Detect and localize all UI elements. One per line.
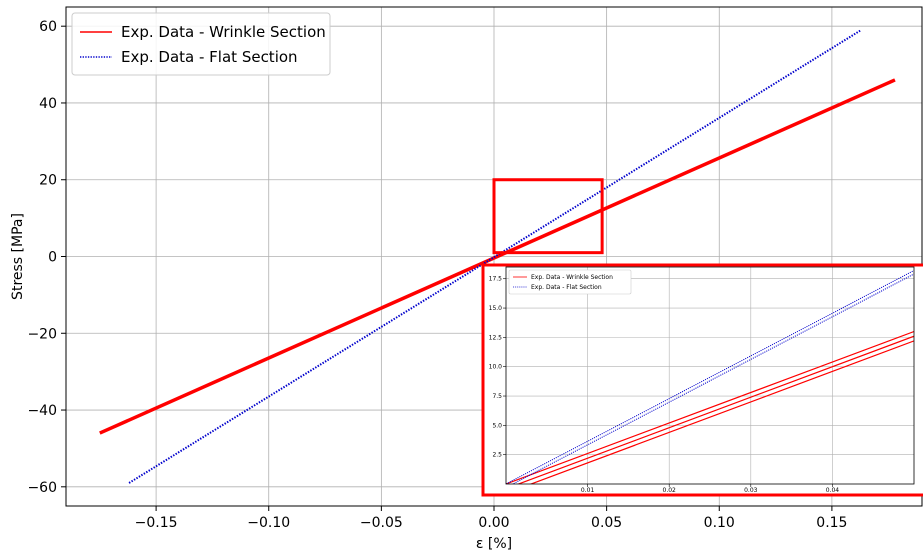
main-y-tick-label: 0 [48, 250, 57, 266]
inset-y-tick-label: 2.5 [492, 452, 502, 459]
legend-label-wrinkle: Exp. Data - Wrinkle Section [121, 23, 326, 41]
main-x-tick-label: 0.05 [591, 515, 622, 531]
inset-legend: Exp. Data - Wrinkle Section Exp. Data - … [509, 270, 631, 294]
main-x-tick-label: 0.10 [704, 515, 735, 531]
main-y-tick-label: 60 [39, 19, 57, 35]
inset-y-tick-label: 12.5 [489, 334, 503, 341]
main-x-tick-label: 0.15 [816, 515, 847, 531]
main-y-ticks: −60 −40 −20 0 20 40 60 [27, 19, 66, 496]
inset-x-tick-label: 0.01 [581, 487, 595, 494]
inset-x-tick-label: 0.03 [744, 487, 758, 494]
main-y-tick-label: −40 [27, 403, 57, 419]
inset-zoom-chart: 0.01 0.02 0.03 0.04 2.5 5.0 7.5 10.0 12.5 15.0 17… [483, 265, 923, 495]
inset-x-tick-label: 0.02 [663, 487, 677, 494]
inset-legend-label-flat: Exp. Data - Flat Section [531, 284, 602, 291]
inset-x-tick-label: 0.04 [826, 487, 840, 494]
main-x-tick-label: −0.10 [247, 515, 290, 531]
main-y-tick-label: −60 [27, 480, 57, 496]
main-x-tick-label: −0.15 [135, 515, 178, 531]
y-axis-label: Stress [MPa] [10, 213, 26, 300]
inset-y-tick-label: 7.5 [492, 393, 502, 400]
main-x-tick-label: 0.00 [478, 515, 509, 531]
main-x-tick-label: −0.05 [360, 515, 403, 531]
inset-y-tick-label: 15.0 [489, 305, 503, 312]
main-x-ticks: −0.15 −0.10 −0.05 0.00 0.05 0.10 0.15 [135, 506, 848, 531]
inset-legend-label-wrinkle: Exp. Data - Wrinkle Section [531, 274, 613, 281]
inset-y-tick-label: 10.0 [489, 364, 503, 371]
main-y-tick-label: −20 [27, 326, 57, 342]
main-y-tick-label: 20 [39, 173, 57, 189]
main-y-tick-label: 40 [39, 96, 57, 112]
inset-y-tick-label: 5.0 [492, 422, 502, 429]
legend-label-flat: Exp. Data - Flat Section [121, 48, 298, 66]
legend: Exp. Data - Wrinkle Section Exp. Data - … [72, 13, 330, 75]
inset-y-tick-label: 17.5 [489, 276, 503, 283]
x-axis-label: ε [%] [476, 536, 512, 552]
